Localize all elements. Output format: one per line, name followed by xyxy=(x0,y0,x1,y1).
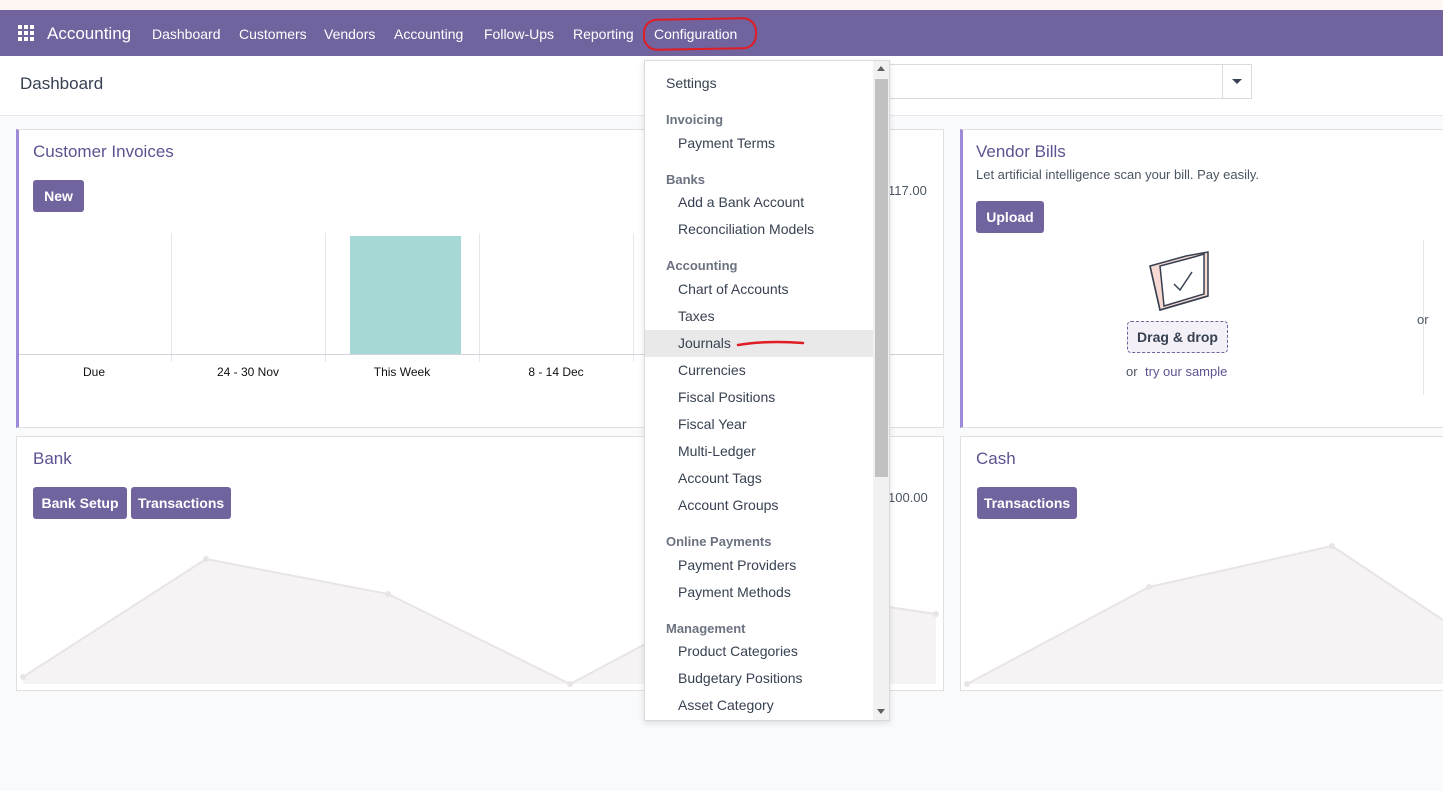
menu-section-invoicing: Invoicing xyxy=(666,112,724,127)
main-navbar: Accounting Dashboard Customers Vendors A… xyxy=(0,10,1443,56)
dropdown-scrollbar[interactable] xyxy=(873,61,889,720)
menu-item-payment-methods[interactable]: Payment Methods xyxy=(678,584,791,600)
cash-title[interactable]: Cash xyxy=(976,449,1016,468)
cash-transactions-button[interactable]: Transactions xyxy=(977,487,1077,519)
menu-item-reconciliation-models[interactable]: Reconciliation Models xyxy=(678,221,815,237)
configuration-dropdown-menu: Settings Invoicing Payment Terms Banks A… xyxy=(644,60,890,721)
divider xyxy=(1423,240,1424,395)
upload-button[interactable]: Upload xyxy=(976,201,1044,233)
menu-section-accounting: Accounting xyxy=(666,258,738,273)
menu-item-budgetary-positions[interactable]: Budgetary Positions xyxy=(678,670,803,686)
nav-vendors[interactable]: Vendors xyxy=(324,26,376,42)
menu-section-management: Management xyxy=(666,621,746,636)
menu-item-payment-providers[interactable]: Payment Providers xyxy=(678,557,797,573)
nav-accounting[interactable]: Accounting xyxy=(394,26,464,42)
menu-item-settings[interactable]: Settings xyxy=(666,75,717,91)
menu-item-journals[interactable]: Journals xyxy=(645,330,873,357)
cash-line-graph[interactable] xyxy=(961,540,1443,690)
menu-item-account-groups[interactable]: Account Groups xyxy=(678,497,779,513)
chart-label-this-week: This Week xyxy=(373,365,431,379)
menu-item-chart-of-accounts[interactable]: Chart of Accounts xyxy=(678,281,789,297)
scroll-down-arrow-icon[interactable] xyxy=(877,709,885,714)
chart-gridline xyxy=(479,233,480,362)
menu-item-currencies[interactable]: Currencies xyxy=(678,362,746,378)
chart-gridline xyxy=(171,233,172,362)
menu-item-taxes[interactable]: Taxes xyxy=(678,308,715,324)
bank-transactions-button[interactable]: Transactions xyxy=(131,487,231,519)
customer-invoices-amount[interactable]: 117.00 xyxy=(888,183,927,198)
browser-top-strip xyxy=(0,0,1443,10)
customer-invoices-title[interactable]: Customer Invoices xyxy=(33,142,174,161)
apps-menu-icon[interactable] xyxy=(18,25,34,41)
breadcrumb: Dashboard xyxy=(20,74,104,93)
folder-check-icon xyxy=(1149,251,1209,311)
new-invoice-button[interactable]: New xyxy=(33,180,84,212)
chart-bar-this-week[interactable] xyxy=(349,236,461,354)
search-input[interactable] xyxy=(880,64,1252,99)
chart-label-8-14-dec: 8 - 14 Dec xyxy=(528,365,584,379)
search-options-toggle[interactable] xyxy=(1222,65,1251,98)
menu-section-banks: Banks xyxy=(666,172,706,187)
nav-configuration[interactable]: Configuration xyxy=(654,26,738,42)
or-text-right: or xyxy=(1417,312,1429,327)
vendor-bills-title[interactable]: Vendor Bills xyxy=(976,142,1066,161)
nav-customers[interactable]: Customers xyxy=(239,26,307,42)
chart-baseline xyxy=(19,354,943,355)
menu-item-fiscal-year[interactable]: Fiscal Year xyxy=(678,416,747,432)
menu-section-online-payments: Online Payments xyxy=(666,534,772,549)
nav-reporting[interactable]: Reporting xyxy=(573,26,634,42)
journals-underline-annotation xyxy=(736,340,805,347)
menu-item-add-bank-account[interactable]: Add a Bank Account xyxy=(678,194,805,210)
menu-item-product-categories[interactable]: Product Categories xyxy=(678,643,798,659)
chart-label-due: Due xyxy=(82,365,105,379)
menu-item-fiscal-positions[interactable]: Fiscal Positions xyxy=(678,389,776,405)
bank-amount[interactable]: 100.00 xyxy=(888,490,928,505)
app-brand[interactable]: Accounting xyxy=(47,24,132,43)
vendor-bills-description: Let artificial intelligence scan your bi… xyxy=(976,167,1260,182)
bank-title[interactable]: Bank xyxy=(33,449,72,468)
nav-follow-ups[interactable]: Follow-Ups xyxy=(484,26,555,42)
caret-down-icon xyxy=(1232,79,1242,84)
or-text: or xyxy=(1126,364,1138,379)
menu-item-account-tags[interactable]: Account Tags xyxy=(678,470,762,486)
chart-gridline xyxy=(325,233,326,362)
scroll-up-arrow-icon[interactable] xyxy=(877,66,885,71)
try-sample-link[interactable]: try our sample xyxy=(1145,364,1228,379)
chart-gridline xyxy=(633,233,634,362)
menu-item-payment-terms[interactable]: Payment Terms xyxy=(678,135,775,151)
menu-item-multi-ledger[interactable]: Multi-Ledger xyxy=(678,443,756,459)
chart-label-24-30-nov: 24 - 30 Nov xyxy=(216,365,280,379)
bank-setup-button[interactable]: Bank Setup xyxy=(33,487,127,519)
nav-dashboard[interactable]: Dashboard xyxy=(152,26,221,42)
drag-drop-zone[interactable]: Drag & drop xyxy=(1127,321,1228,353)
scroll-thumb[interactable] xyxy=(875,79,888,477)
configuration-highlight-annotation xyxy=(642,17,758,51)
menu-item-asset-category[interactable]: Asset Category xyxy=(678,697,774,713)
